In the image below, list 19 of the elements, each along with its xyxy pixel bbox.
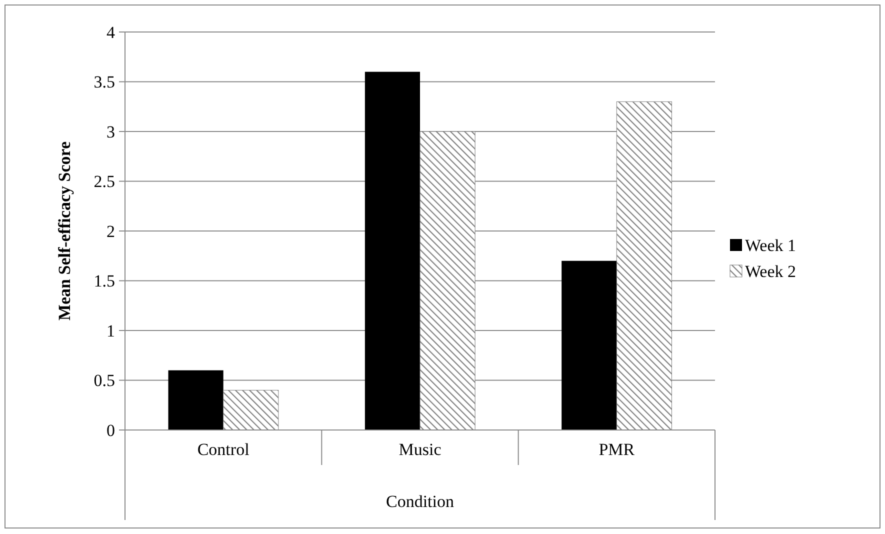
y-tick-label: 1 [106,321,115,340]
bar [168,370,224,430]
x-tick-label: Music [398,440,442,459]
x-tick-label: Control [197,440,250,459]
y-axis-title: Mean Self-efficacy Score [55,141,74,321]
y-tick-label: 3 [106,122,115,142]
y-tick-label: 3.5 [94,72,115,92]
x-axis-title: Condition [386,492,454,511]
x-tick-label: PMR [598,440,636,459]
y-tick-label: 2.5 [94,172,115,192]
y-tick-label: 0 [106,420,115,440]
y-tick-label: 2 [106,222,115,241]
bar [562,260,617,430]
y-tick-label: 1.5 [94,272,115,291]
y-tick-label: 0.5 [94,371,115,390]
y-tick-label: 4 [106,22,116,42]
legend-label: Week 2 [745,262,796,281]
legend-label: Week 1 [745,236,796,255]
bar [364,72,420,430]
